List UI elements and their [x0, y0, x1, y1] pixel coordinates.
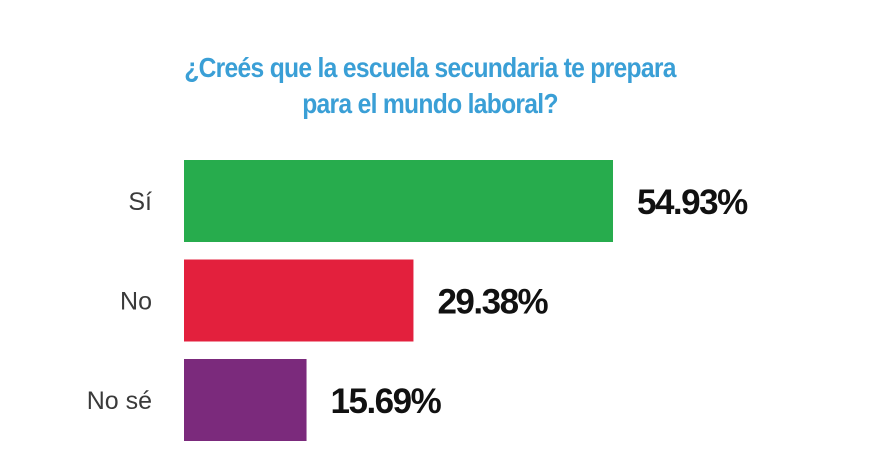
value-label-1: 29.38%	[437, 283, 548, 322]
category-label-0: Sí	[128, 188, 152, 216]
bar-1	[184, 259, 414, 342]
value-label-0: 54.93%	[637, 183, 748, 222]
chart-title-line-2: para el mundo laboral?	[302, 88, 558, 119]
value-label-2: 15.69%	[331, 382, 442, 421]
chart-title-line-1: ¿Creés que la escuela secundaria te prep…	[184, 52, 676, 83]
bar-0	[184, 160, 614, 242]
chart-title: ¿Creés que la escuela secundaria te prep…	[52, 50, 809, 122]
category-label-1: No	[120, 288, 152, 316]
bar-2	[184, 359, 307, 441]
category-label-2: No sé	[87, 387, 152, 415]
